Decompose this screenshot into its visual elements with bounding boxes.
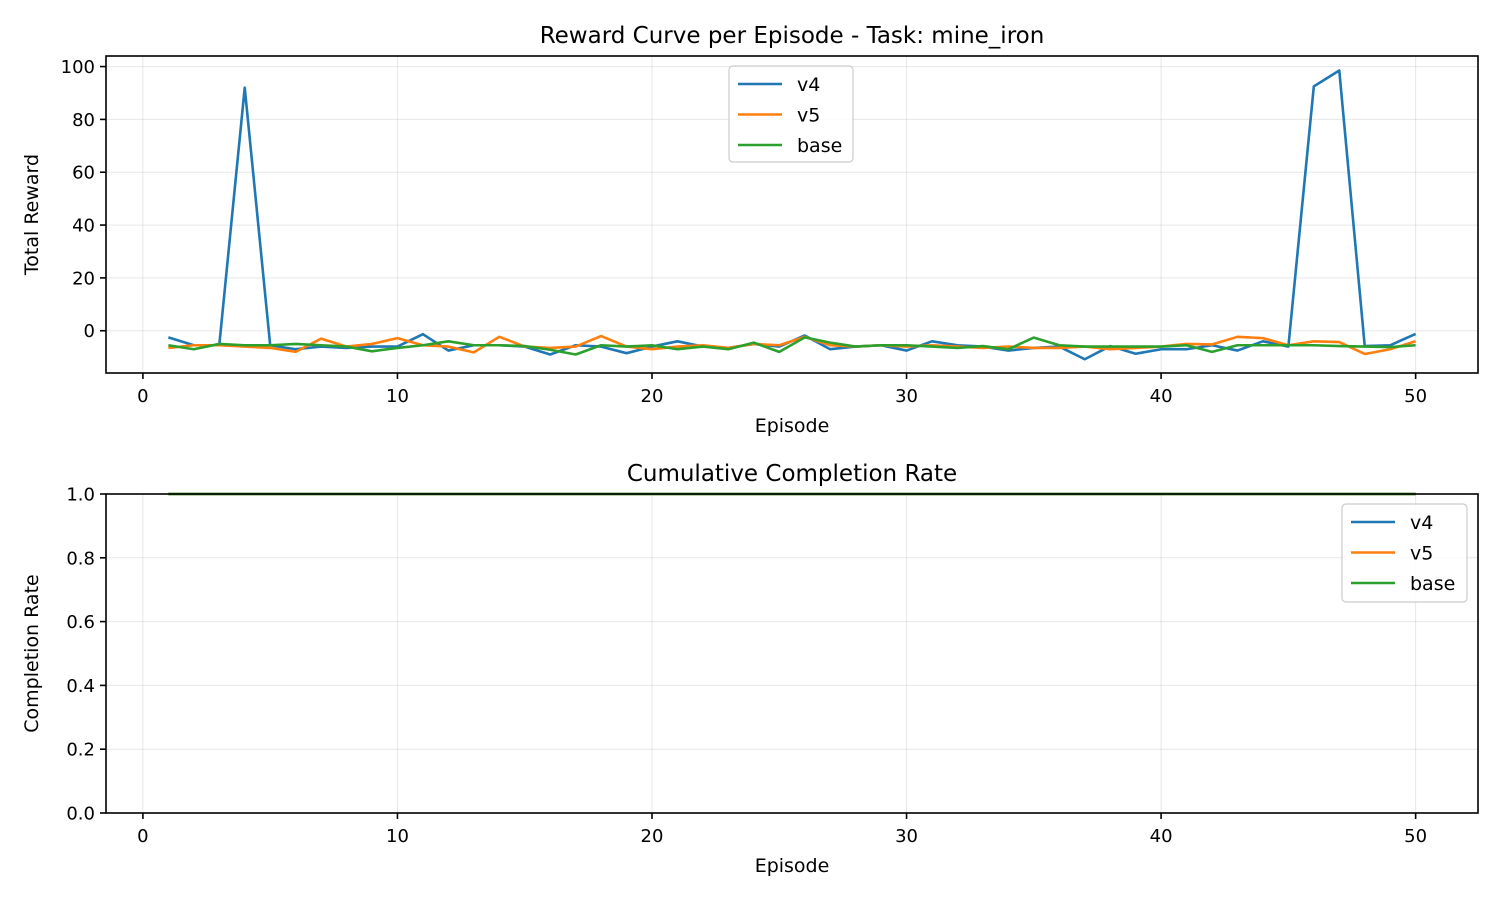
x-tick-label: 40 bbox=[1150, 386, 1173, 407]
reward-chart: 0 10 20 30 40 50 0 20 40 60 80 100 Reward Curve per … bbox=[21, 23, 1479, 437]
legend: v4 v5 base bbox=[728, 65, 854, 163]
y-tick-label: 60 bbox=[72, 163, 95, 184]
legend: v4 v5 base bbox=[1341, 503, 1468, 603]
x-tick-label: 10 bbox=[386, 826, 409, 847]
grid bbox=[106, 56, 1478, 373]
chart-title: Cumulative Completion Rate bbox=[627, 461, 957, 487]
x-tick-label: 20 bbox=[641, 386, 664, 407]
legend-box bbox=[728, 65, 854, 163]
y-tick-label: 0.0 bbox=[66, 804, 95, 825]
x-axis-label: Episode bbox=[755, 855, 830, 877]
series-line-v5 bbox=[168, 334, 1417, 356]
y-tick-label: 100 bbox=[61, 57, 95, 78]
chart-title: Reward Curve per Episode - Task: mine_ir… bbox=[540, 23, 1045, 49]
x-tick-label: 40 bbox=[1150, 826, 1173, 847]
completion-rate-chart: 0 10 20 30 40 50 0.0 0.2 0.4 0.6 0.8 1.0 Cumulative … bbox=[21, 461, 1479, 877]
y-tick-label: 0.8 bbox=[66, 548, 95, 569]
series-lines bbox=[167, 69, 1417, 361]
legend-label-v5: v5 bbox=[1410, 543, 1433, 565]
y-tick-label: 80 bbox=[72, 110, 95, 131]
grid bbox=[106, 493, 1478, 814]
x-tick-label: 20 bbox=[641, 826, 664, 847]
x-tick-label: 30 bbox=[895, 386, 918, 407]
legend-label-v4: v4 bbox=[797, 74, 820, 96]
y-tick-label: 1.0 bbox=[66, 485, 95, 506]
y-tick-label: 0 bbox=[84, 321, 95, 342]
legend-label-v4: v4 bbox=[1410, 512, 1433, 534]
y-axis-label: Completion Rate bbox=[21, 574, 43, 732]
x-tick-label: 30 bbox=[895, 826, 918, 847]
x-tick-label: 50 bbox=[1404, 386, 1427, 407]
x-tick-label: 0 bbox=[137, 826, 148, 847]
series-line-base bbox=[168, 336, 1416, 356]
x-axis-label: Episode bbox=[755, 415, 830, 437]
x-tick-label: 0 bbox=[137, 386, 148, 407]
x-tick-label: 50 bbox=[1404, 826, 1427, 847]
y-tick-label: 0.2 bbox=[66, 740, 95, 761]
axes-frame bbox=[105, 55, 1479, 374]
legend-label-base: base bbox=[797, 135, 842, 157]
y-tick-label: 0.4 bbox=[66, 676, 95, 697]
y-axis-label: Total Reward bbox=[21, 154, 43, 276]
legend-box bbox=[1341, 503, 1468, 603]
y-tick-label: 0.6 bbox=[66, 612, 95, 633]
x-tick-label: 10 bbox=[386, 386, 409, 407]
axes-frame bbox=[105, 493, 1479, 814]
legend-label-base: base bbox=[1410, 573, 1455, 595]
y-tick-label: 40 bbox=[72, 216, 95, 237]
legend-label-v5: v5 bbox=[797, 105, 820, 127]
y-tick-label: 20 bbox=[72, 268, 95, 289]
